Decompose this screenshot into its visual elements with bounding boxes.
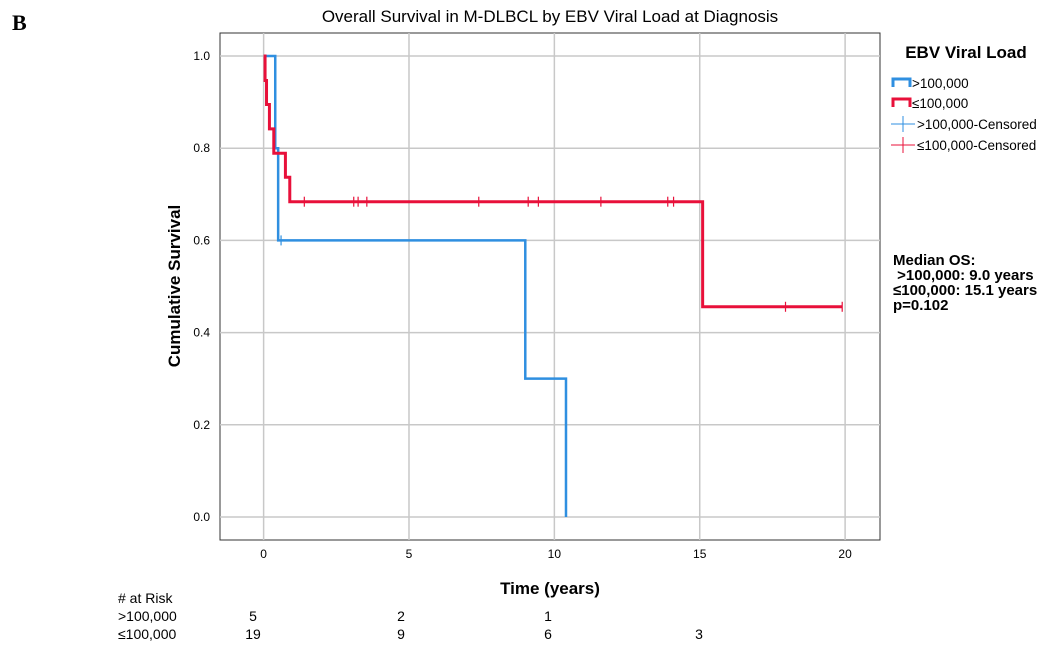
grid (220, 33, 880, 540)
x-tick-label: 10 (548, 547, 562, 561)
annotation-line: ≤100,000: 15.1 years (893, 282, 1037, 299)
y-tick-labels: 0.0 0.2 0.4 0.6 0.8 1.0 (193, 49, 210, 524)
y-tick-label: 0.2 (193, 418, 210, 432)
risk-count: 2 (397, 608, 405, 624)
survival-curve-series-1 (263, 54, 843, 309)
x-tick-label: 20 (838, 547, 852, 561)
legend-item: >100,000 (891, 76, 969, 91)
plot-area: 0.0 0.2 0.4 0.6 0.8 1.0 0 5 10 15 20 (193, 32, 881, 561)
legend-item: ≤100,000 (891, 96, 968, 111)
censor-marks (280, 196, 843, 312)
plot-frame (219, 32, 881, 541)
risk-count: 3 (695, 626, 703, 642)
risk-row-label: ≤100,000 (118, 626, 177, 642)
legend-swatch (891, 97, 912, 107)
legend-item: >100,000-Censored (891, 116, 1037, 132)
risk-count: 6 (544, 626, 552, 642)
annotation-line: >100,000: 9.0 years (893, 267, 1034, 284)
risk-table-header: # at Risk (118, 590, 173, 606)
legend-label: >100,000-Censored (917, 117, 1037, 132)
risk-count: 19 (245, 626, 261, 642)
legend-label: >100,000 (912, 76, 969, 91)
y-tick-label: 0.6 (193, 233, 210, 247)
legend: EBV Viral Load >100,000 ≤100,000 >100,000-… (891, 43, 1037, 153)
risk-count: 5 (249, 608, 257, 624)
risk-count: 9 (397, 626, 405, 642)
panel-letter: B (12, 10, 27, 35)
x-tick-labels: 0 5 10 15 20 (260, 547, 852, 561)
y-tick-label: 0.0 (193, 510, 210, 524)
median-os-annotation: Median OS: >100,000: 9.0 years≤100,000: … (893, 252, 1037, 314)
x-tick-label: 0 (260, 547, 267, 561)
x-tick-label: 15 (693, 547, 707, 561)
legend-label: ≤100,000 (912, 96, 968, 111)
legend-title: EBV Viral Load (905, 43, 1027, 62)
legend-swatch (891, 77, 912, 87)
y-axis-title: Cumulative Survival (165, 205, 184, 368)
chart-title: Overall Survival in M-DLBCL by EBV Viral… (322, 7, 778, 26)
legend-label: ≤100,000-Censored (917, 138, 1036, 153)
x-axis-title: Time (years) (500, 579, 600, 598)
x-tick-label: 5 (406, 547, 413, 561)
legend-item: ≤100,000-Censored (891, 137, 1036, 153)
survival-curves (263, 54, 843, 517)
risk-table: # at Risk >100,000 5 2 1 ≤100,000 19 9 6 3 (118, 590, 703, 642)
y-tick-label: 0.4 (193, 326, 210, 340)
y-tick-label: 0.8 (193, 141, 210, 155)
annotation-line: p=0.102 (893, 297, 948, 314)
annotation-line: Median OS: (893, 252, 976, 269)
survival-curve-series-0 (263, 54, 568, 517)
risk-row-label: >100,000 (118, 608, 177, 624)
y-tick-label: 1.0 (193, 49, 210, 63)
risk-count: 1 (544, 608, 552, 624)
